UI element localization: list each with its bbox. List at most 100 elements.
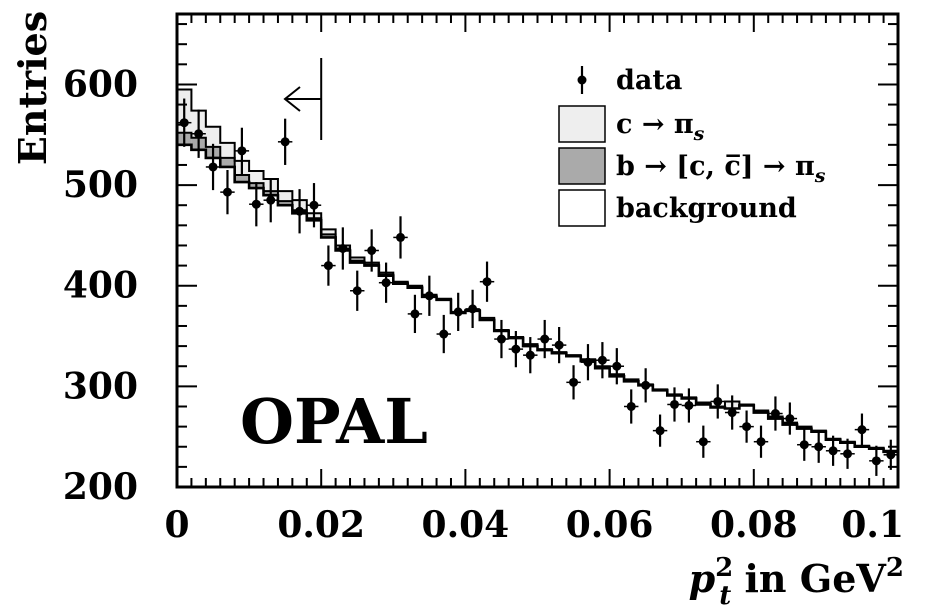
data-marker — [352, 286, 362, 296]
cut-arrow-head — [283, 86, 301, 112]
y-tick-label: 300 — [63, 365, 138, 407]
data-point — [609, 348, 625, 385]
x-axis-title: p2 t in GeV2 — [689, 553, 904, 611]
data-point — [494, 319, 509, 359]
data-marker — [525, 350, 535, 360]
c-to-pis-band — [220, 142, 235, 158]
data-marker — [569, 377, 579, 387]
c-to-pis-band — [350, 257, 365, 261]
data-point — [681, 388, 697, 423]
legend-label-subscript: s — [693, 123, 705, 145]
data-point — [263, 178, 278, 223]
data-marker — [482, 277, 492, 287]
data-marker — [597, 355, 607, 365]
data-point — [825, 435, 841, 466]
legend-label: b → [c, c̅] → πs — [616, 151, 826, 187]
c-to-pis-band — [321, 229, 336, 235]
data-marker — [396, 232, 406, 242]
x-axis-title-subscript: t — [719, 581, 731, 611]
data-point — [811, 430, 826, 463]
data-marker — [583, 357, 593, 367]
data-point — [854, 413, 870, 446]
data-marker — [742, 422, 752, 432]
data-point — [595, 342, 610, 379]
y-axis-title: Entries — [10, 11, 55, 165]
data-point — [624, 389, 639, 424]
data-point — [580, 344, 596, 381]
data-point — [350, 270, 365, 311]
x-axis-title-unit-superscript: 2 — [886, 553, 904, 583]
data-marker — [684, 400, 694, 410]
data-point — [234, 127, 250, 175]
axis-ticks — [176, 14, 899, 488]
data-marker — [612, 361, 622, 371]
data-marker — [295, 206, 305, 216]
data-point — [768, 396, 783, 431]
data-marker — [770, 409, 780, 419]
data-point — [797, 428, 812, 461]
data-marker — [453, 307, 463, 317]
legend-item-c_pis: c → πs — [558, 105, 705, 145]
data-marker — [641, 380, 651, 390]
data-marker — [785, 414, 795, 424]
data-marker — [381, 278, 391, 288]
data-marker — [713, 396, 723, 406]
data-marker — [323, 261, 333, 271]
data-point — [220, 169, 235, 215]
x-tick-label: 0.08 — [710, 504, 798, 546]
legend-label-subscript: s — [814, 165, 826, 187]
data-marker — [554, 340, 564, 350]
data-marker — [511, 344, 521, 354]
data-point — [292, 189, 307, 234]
y-tick-label: 400 — [63, 265, 138, 307]
x-tick-label: 0.06 — [566, 504, 654, 546]
x-tick-label: 0.04 — [422, 504, 510, 546]
y-tick-label: 200 — [63, 466, 138, 508]
x-tick-label: 0.1 — [841, 504, 904, 546]
data-marker — [410, 309, 420, 319]
data-point — [696, 425, 711, 458]
x-axis-title-superscript: 2 — [715, 553, 733, 583]
data-marker — [540, 334, 550, 344]
data-marker — [669, 399, 679, 409]
legend-item-data: data — [577, 65, 682, 96]
b-to-c-pis-band — [220, 157, 235, 167]
legend-swatch — [558, 189, 606, 227]
data-marker — [424, 291, 434, 301]
data-marker — [799, 440, 809, 450]
legend-label: data — [616, 65, 682, 96]
data-point — [436, 314, 451, 354]
c-to-pis-band — [249, 170, 264, 184]
data-point — [523, 337, 538, 374]
data-point — [566, 365, 581, 400]
b-to-c-pis-band — [277, 201, 293, 206]
data-marker — [439, 329, 449, 339]
data-point — [537, 319, 552, 359]
legend: data c → πs b → [c, c̅] → πs background — [558, 65, 826, 227]
data-point — [724, 395, 740, 430]
data-point — [883, 439, 898, 470]
legend-data-marker — [577, 75, 587, 85]
data-point — [277, 118, 293, 165]
x-tick-label: 0 — [164, 504, 189, 546]
data-point — [508, 331, 524, 368]
data-marker — [338, 243, 348, 253]
data-marker — [208, 162, 218, 172]
legend-label: background — [616, 193, 797, 224]
data-point — [335, 227, 351, 270]
data-point — [753, 425, 769, 458]
data-marker — [655, 426, 665, 436]
opal-label: OPAL — [240, 385, 428, 458]
cut-marker — [283, 58, 323, 140]
data-point — [667, 387, 682, 422]
data-point — [306, 183, 322, 228]
legend-swatch — [558, 105, 606, 143]
legend-item-background: background — [558, 189, 797, 227]
data-point — [782, 402, 798, 435]
data-point — [710, 384, 725, 419]
data-point — [407, 294, 423, 334]
data-point — [652, 414, 668, 447]
data-point — [479, 261, 495, 302]
data-marker — [843, 449, 853, 459]
